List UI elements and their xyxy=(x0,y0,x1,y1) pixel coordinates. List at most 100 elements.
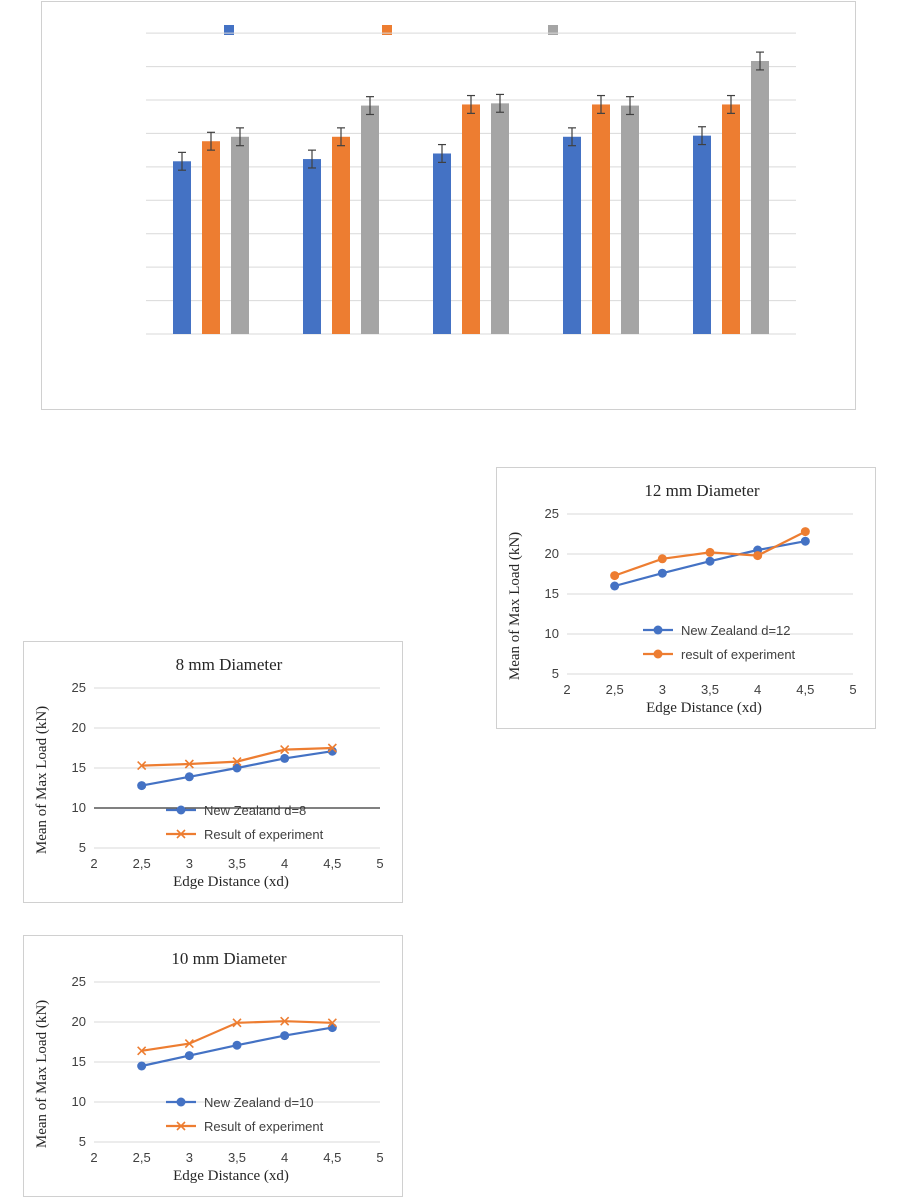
line-chart-8mm-panel: 8 mm Diameter 5 10 15 20 25 2 2,5 3 3,5 4 4,5 5 Edge … xyxy=(23,641,403,903)
y-tick-label: 10 xyxy=(72,800,86,815)
bar xyxy=(231,136,249,334)
y-tick-label: 25 xyxy=(72,974,86,989)
data-point-marker xyxy=(280,753,290,763)
marker-stroke xyxy=(176,829,186,839)
x-tick-label: 4 xyxy=(281,856,288,871)
x-tick-label: 2 xyxy=(563,682,570,697)
data-point-marker xyxy=(280,1031,290,1041)
bar xyxy=(621,105,639,334)
bar xyxy=(361,105,379,334)
x-axis-title: Edge Distance (xd) xyxy=(173,1168,289,1184)
data-point-marker xyxy=(327,743,337,753)
legend-marker xyxy=(176,1097,186,1107)
data-point-marker xyxy=(137,1046,147,1056)
marker-stroke xyxy=(232,757,242,767)
data-point-marker xyxy=(657,568,667,578)
y-tick-label: 5 xyxy=(79,1134,86,1149)
data-point-marker xyxy=(137,761,147,771)
series-line xyxy=(141,746,333,767)
y-tick-label: 5 xyxy=(552,666,559,681)
bar xyxy=(563,136,581,334)
x-tick-label: 5 xyxy=(376,1150,383,1165)
data-point-marker xyxy=(800,536,810,546)
marker-stroke xyxy=(327,743,337,753)
x-tick-label: 2,5 xyxy=(606,682,624,697)
x-tick-label: 5 xyxy=(849,682,856,697)
x-tick-label: 4,5 xyxy=(796,682,814,697)
x-tick-label: 4 xyxy=(281,1150,288,1165)
bar xyxy=(173,161,191,334)
data-point-marker xyxy=(280,745,290,755)
line-chart-12mm-panel: 12 mm Diameter 5 10 15 20 25 2 2,5 3 3,5 4 4,5 5 Edge… xyxy=(496,467,876,729)
legend-label: Result of experiment xyxy=(204,827,324,842)
chart-title: 10 mm Diameter xyxy=(171,949,287,968)
x-tick-label: 3 xyxy=(659,682,666,697)
x-tick-label: 5 xyxy=(376,856,383,871)
legend-marker xyxy=(176,829,186,839)
y-tick-label: 5 xyxy=(79,840,86,855)
y-tick-label: 15 xyxy=(72,760,86,775)
bar xyxy=(462,104,480,334)
x-axis-title: Edge Distance (xd) xyxy=(173,874,289,890)
data-point-marker xyxy=(232,757,242,767)
line-chart-8mm: 8 mm Diameter 5 10 15 20 25 2 2,5 3 3,5 4 4,5 5 Edge … xyxy=(34,655,384,890)
y-tick-label: 25 xyxy=(72,680,86,695)
data-point-marker xyxy=(610,571,620,581)
legend-marker xyxy=(653,625,663,635)
x-tick-label: 3 xyxy=(186,1150,193,1165)
data-point-marker xyxy=(800,527,810,537)
data-point-marker xyxy=(753,551,763,561)
bar xyxy=(202,141,220,334)
y-tick-label: 25 xyxy=(545,506,559,521)
marker-stroke xyxy=(280,745,290,755)
y-tick-label: 15 xyxy=(545,586,559,601)
legend-label: result of experiment xyxy=(681,647,796,662)
marker-stroke xyxy=(232,1018,242,1028)
x-tick-label: 2 xyxy=(90,1150,97,1165)
legend-swatch-2 xyxy=(382,25,392,35)
data-point-marker xyxy=(327,1023,337,1033)
x-tick-label: 2 xyxy=(90,856,97,871)
y-tick-label: 20 xyxy=(72,1014,86,1029)
bar xyxy=(592,104,610,334)
legend-label: Result of experiment xyxy=(204,1119,324,1134)
x-tick-label: 4 xyxy=(754,682,761,697)
data-point-marker xyxy=(232,1040,242,1050)
marker-stroke xyxy=(176,1121,186,1131)
y-axis-title: Mean of Max Load (kN) xyxy=(34,706,50,854)
data-point-marker xyxy=(705,547,715,557)
x-tick-label: 3,5 xyxy=(228,856,246,871)
y-axis-title: Mean of Max Load (kN) xyxy=(34,1000,50,1148)
data-point-marker xyxy=(610,581,620,591)
y-tick-label: 20 xyxy=(72,720,86,735)
bar xyxy=(751,61,769,334)
x-tick-label: 2,5 xyxy=(133,1150,151,1165)
chart-title: 12 mm Diameter xyxy=(644,481,760,500)
y-tick-label: 10 xyxy=(545,626,559,641)
bar xyxy=(332,136,350,334)
line-chart-10mm-panel: 10 mm Diameter 5 10 15 20 25 2 2,5 3 3,5 4 4,5 5 Edge… xyxy=(23,935,403,1197)
data-point-marker xyxy=(137,781,147,791)
chart-title: 8 mm Diameter xyxy=(176,655,283,674)
y-axis-title: Mean of Max Load (kN) xyxy=(507,532,523,680)
data-point-marker xyxy=(280,1016,290,1026)
bar xyxy=(491,103,509,334)
x-tick-label: 4,5 xyxy=(323,856,341,871)
y-tick-label: 20 xyxy=(545,546,559,561)
marker-stroke xyxy=(327,1018,337,1028)
data-point-marker xyxy=(657,554,667,564)
x-tick-label: 4,5 xyxy=(323,1150,341,1165)
data-point-marker xyxy=(184,1039,194,1049)
legend-marker xyxy=(653,649,663,659)
legend-marker xyxy=(176,805,186,815)
marker-stroke xyxy=(184,1039,194,1049)
grouped-bar-chart xyxy=(146,25,796,335)
bar xyxy=(722,104,740,334)
y-tick-label: 10 xyxy=(72,1094,86,1109)
bar-chart-panel xyxy=(41,1,856,410)
data-point-marker xyxy=(184,1051,194,1061)
marker-stroke xyxy=(280,1016,290,1026)
marker-stroke xyxy=(137,761,147,771)
legend-marker xyxy=(176,1121,186,1131)
x-axis-title: Edge Distance (xd) xyxy=(646,700,762,716)
